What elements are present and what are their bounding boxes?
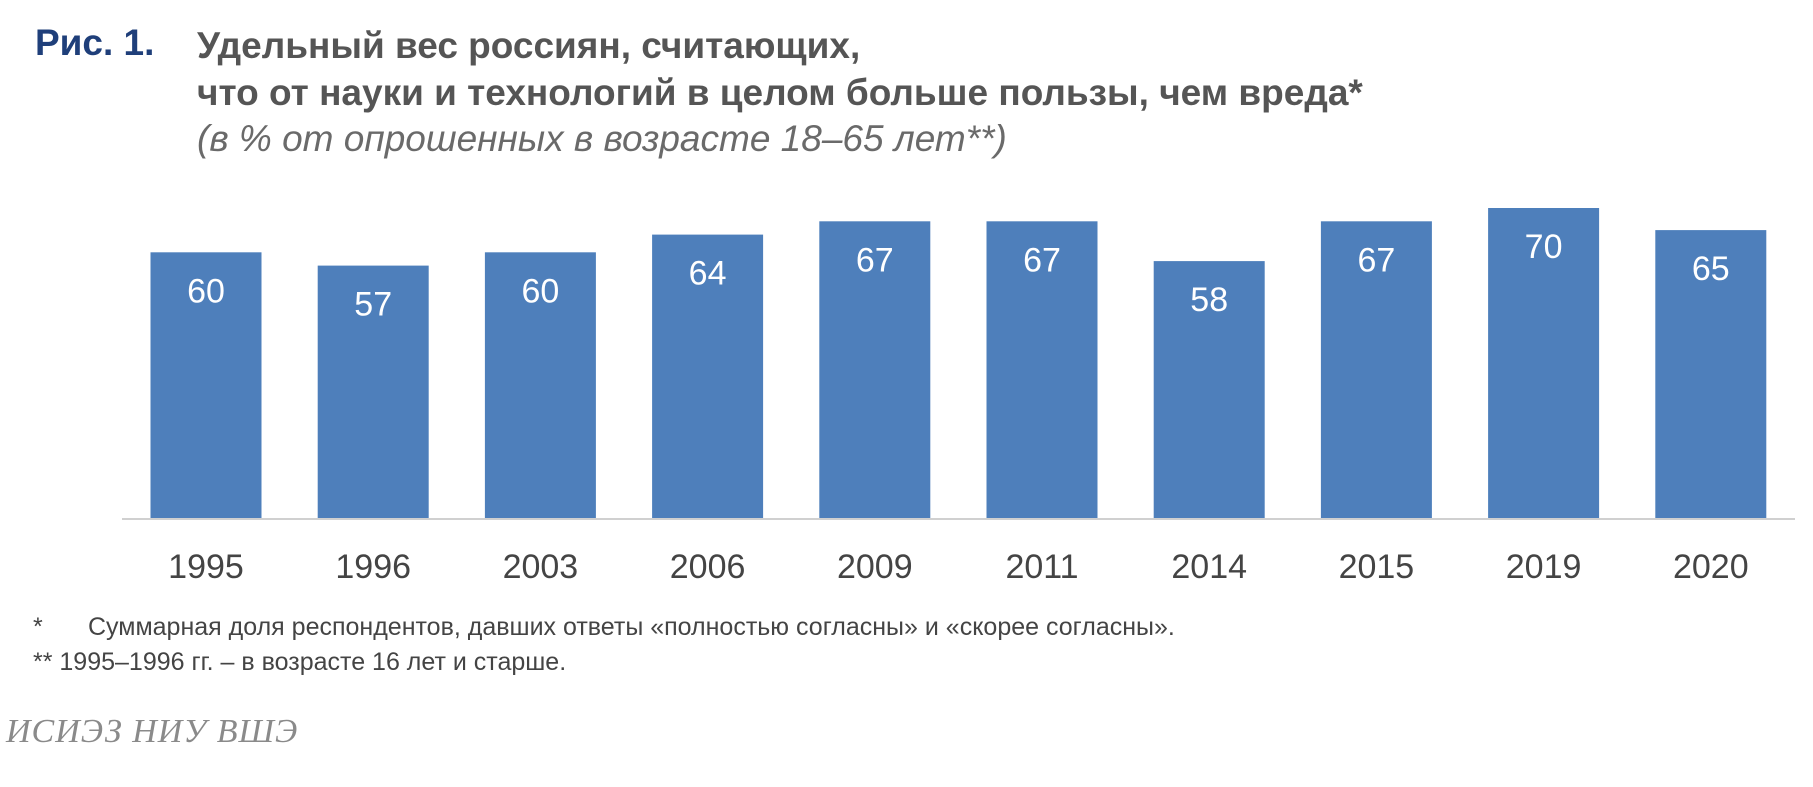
chart-subtitle: (в % от опрошенных в возрасте 18–65 лет*… — [197, 118, 1007, 159]
bar-1995 — [150, 252, 262, 519]
bar-2006 — [652, 234, 764, 518]
bars-group: 60 57 60 64 67 67 58 67 70 65 — [150, 208, 1767, 519]
data-label-2009: 67 — [856, 241, 894, 279]
tick-label-2015: 2015 — [1339, 548, 1415, 586]
data-label-2003: 60 — [521, 272, 559, 310]
bar-1996 — [317, 265, 429, 518]
tick-label-2011: 2011 — [1005, 548, 1078, 586]
chart-title-line-1: Удельный вес россиян, считающих, — [197, 25, 861, 66]
data-label-1995: 60 — [187, 272, 225, 310]
bar-2015 — [1320, 221, 1432, 519]
tick-label-2009: 2009 — [837, 548, 913, 586]
figure-label: Рис. 1. — [35, 22, 155, 63]
bar-2020 — [1655, 230, 1767, 518]
data-label-1996: 57 — [354, 286, 392, 324]
tick-label-2006: 2006 — [670, 548, 746, 586]
data-label-2020: 65 — [1692, 250, 1730, 288]
data-label-2014: 58 — [1190, 281, 1228, 319]
bar-2009 — [819, 221, 931, 519]
data-label-2015: 67 — [1357, 241, 1395, 279]
x-tick-labels: 1995 1996 2003 2006 2009 2011 2014 2015 2019 2020 — [168, 548, 1748, 586]
footnote-1: Суммарная доля респондентов, давших отве… — [88, 613, 1175, 641]
tick-label-1996: 1996 — [335, 548, 411, 586]
data-label-2019: 70 — [1525, 228, 1563, 266]
tick-label-2003: 2003 — [503, 548, 579, 586]
data-label-2011: 67 — [1023, 241, 1061, 279]
bar-2011 — [986, 221, 1098, 519]
tick-label-2020: 2020 — [1673, 548, 1749, 586]
chart-title: Удельный вес россиян, считающих, что от … — [197, 22, 1363, 116]
chart-title-line-2: что от науки и технологий в целом больше… — [197, 72, 1363, 113]
footnote-1-marker: * — [33, 613, 43, 641]
bar-2003 — [484, 252, 596, 519]
bar-2014 — [1153, 261, 1265, 518]
footnote-2: ** 1995–1996 гг. – в возрасте 16 лет и с… — [33, 648, 567, 676]
source-credit: ИСИЭЗ НИУ ВШЭ — [6, 713, 299, 750]
tick-label-2014: 2014 — [1171, 548, 1247, 586]
bar-chart: 60 57 60 64 67 67 58 67 70 65 1995 1996 2003 2006 200… — [122, 208, 1795, 586]
bar-2019 — [1488, 208, 1600, 518]
data-label-2006: 64 — [689, 255, 727, 293]
tick-label-2019: 2019 — [1506, 548, 1582, 586]
tick-label-1995: 1995 — [168, 548, 244, 586]
